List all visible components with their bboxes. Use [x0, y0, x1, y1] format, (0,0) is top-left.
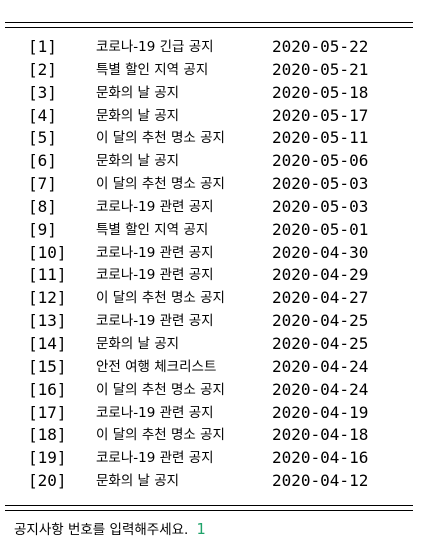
- top-divider: [5, 22, 413, 28]
- notice-number: [18]: [28, 425, 67, 445]
- notice-title: 코로나-19 관련 공지: [96, 313, 214, 330]
- notice-date: 2020-04-19: [272, 402, 369, 422]
- list-item[interactable]: [6] 문화의 날 공지 2020-05-06: [0, 150, 422, 173]
- list-item[interactable]: [4] 문화의 날 공지 2020-05-17: [0, 105, 422, 128]
- notice-date: 2020-04-18: [272, 425, 369, 445]
- notice-date: 2020-04-25: [272, 311, 369, 331]
- notice-title: 코로나-19 관련 공지: [96, 244, 214, 261]
- notice-list: [1] 코로나-19 긴급 공지 2020-05-22 [2] 특별 할인 지역 공지…: [0, 36, 422, 493]
- notice-date: 2020-04-25: [272, 333, 369, 353]
- notice-title: 코로나-19 긴급 공지: [96, 39, 214, 55]
- notice-title: 이 달의 추천 명소 공지: [96, 290, 225, 307]
- notice-date: 2020-04-16: [272, 448, 369, 468]
- notice-title: 코로나-19 관련 공지: [96, 267, 214, 284]
- list-item[interactable]: [1] 코로나-19 긴급 공지 2020-05-22: [0, 36, 422, 59]
- list-item[interactable]: [13] 코로나-19 관련 공지 2020-04-25: [0, 310, 422, 333]
- list-item[interactable]: [9] 특별 할인 지역 공지 2020-05-01: [0, 219, 422, 242]
- notice-number: [19]: [28, 448, 67, 468]
- list-item[interactable]: [15] 안전 여행 체크리스트 2020-04-24: [0, 356, 422, 379]
- list-item[interactable]: [8] 코로나-19 관련 공지 2020-05-03: [0, 196, 422, 219]
- list-item[interactable]: [10] 코로나-19 관련 공지 2020-04-30: [0, 242, 422, 265]
- notice-number: [8]: [28, 196, 57, 216]
- notice-number: [17]: [28, 402, 67, 422]
- notice-number: [11]: [28, 265, 67, 285]
- notice-number-input[interactable]: 1: [196, 520, 206, 538]
- notice-date: 2020-05-01: [272, 219, 369, 239]
- notice-title: 문화의 날 공지: [96, 335, 180, 352]
- notice-number: [14]: [28, 333, 67, 353]
- notice-title: 코로나-19 관련 공지: [96, 450, 214, 467]
- notice-title: 코로나-19 관련 공지: [96, 404, 214, 421]
- notice-date: 2020-05-03: [272, 196, 369, 216]
- notice-title: 이 달의 추천 명소 공지: [96, 176, 225, 193]
- notice-number: [15]: [28, 356, 67, 376]
- notice-number: [2]: [28, 59, 57, 79]
- notice-title: 문화의 날 공지: [96, 473, 180, 490]
- list-item[interactable]: [3] 문화의 날 공지 2020-05-18: [0, 82, 422, 105]
- input-prompt-line[interactable]: 공지사항 번호를 입력해주세요. 1: [14, 518, 205, 540]
- notice-number: [4]: [28, 105, 57, 125]
- notice-title: 이 달의 추천 명소 공지: [96, 381, 225, 398]
- bottom-divider: [5, 505, 413, 511]
- notice-title: 문화의 날 공지: [96, 84, 180, 101]
- list-item[interactable]: [2] 특별 할인 지역 공지 2020-05-21: [0, 59, 422, 82]
- notice-date: 2020-04-12: [272, 471, 369, 491]
- notice-number: [12]: [28, 288, 67, 308]
- notice-date: 2020-04-24: [272, 356, 369, 376]
- notice-number: [6]: [28, 151, 57, 171]
- notice-title: 이 달의 추천 명소 공지: [96, 130, 225, 147]
- notice-date: 2020-04-30: [272, 242, 369, 262]
- notice-date: 2020-04-24: [272, 379, 369, 399]
- list-item[interactable]: [17] 코로나-19 관련 공지 2020-04-19: [0, 402, 422, 425]
- list-item[interactable]: [12] 이 달의 추천 명소 공지 2020-04-27: [0, 287, 422, 310]
- notice-date: 2020-05-18: [272, 82, 369, 102]
- notice-number: [5]: [28, 128, 57, 148]
- list-item[interactable]: [7] 이 달의 추천 명소 공지 2020-05-03: [0, 173, 422, 196]
- notice-title: 문화의 날 공지: [96, 153, 180, 170]
- notice-title: 특별 할인 지역 공지: [96, 61, 209, 78]
- notice-number: [16]: [28, 379, 67, 399]
- notice-date: 2020-05-17: [272, 105, 369, 125]
- notice-number: [13]: [28, 311, 67, 331]
- notice-number: [20]: [28, 471, 67, 491]
- list-item[interactable]: [19] 코로나-19 관련 공지 2020-04-16: [0, 447, 422, 470]
- notice-date: 2020-05-21: [272, 59, 369, 79]
- notice-date: 2020-05-22: [272, 37, 369, 56]
- notice-title: 특별 할인 지역 공지: [96, 221, 209, 238]
- list-item[interactable]: [11] 코로나-19 관련 공지 2020-04-29: [0, 264, 422, 287]
- notice-date: 2020-04-27: [272, 288, 369, 308]
- notice-title: 이 달의 추천 명소 공지: [96, 427, 225, 444]
- notice-number: [1]: [28, 37, 57, 56]
- notice-title: 문화의 날 공지: [96, 107, 180, 124]
- notice-date: 2020-05-11: [272, 128, 369, 148]
- list-item[interactable]: [5] 이 달의 추천 명소 공지 2020-05-11: [0, 127, 422, 150]
- notice-date: 2020-04-29: [272, 265, 369, 285]
- notice-date: 2020-05-03: [272, 174, 369, 194]
- list-item[interactable]: [20] 문화의 날 공지 2020-04-12: [0, 470, 422, 493]
- notice-number: [3]: [28, 82, 57, 102]
- list-item[interactable]: [16] 이 달의 추천 명소 공지 2020-04-24: [0, 379, 422, 402]
- notice-title: 안전 여행 체크리스트: [96, 358, 217, 375]
- notice-number: [9]: [28, 219, 57, 239]
- list-item[interactable]: [14] 문화의 날 공지 2020-04-25: [0, 333, 422, 356]
- notice-number: [10]: [28, 242, 67, 262]
- input-prompt-label: 공지사항 번호를 입력해주세요.: [14, 522, 189, 538]
- notice-number: [7]: [28, 174, 57, 194]
- notice-date: 2020-05-06: [272, 151, 369, 171]
- list-item[interactable]: [18] 이 달의 추천 명소 공지 2020-04-18: [0, 424, 422, 447]
- notice-title: 코로나-19 관련 공지: [96, 198, 214, 215]
